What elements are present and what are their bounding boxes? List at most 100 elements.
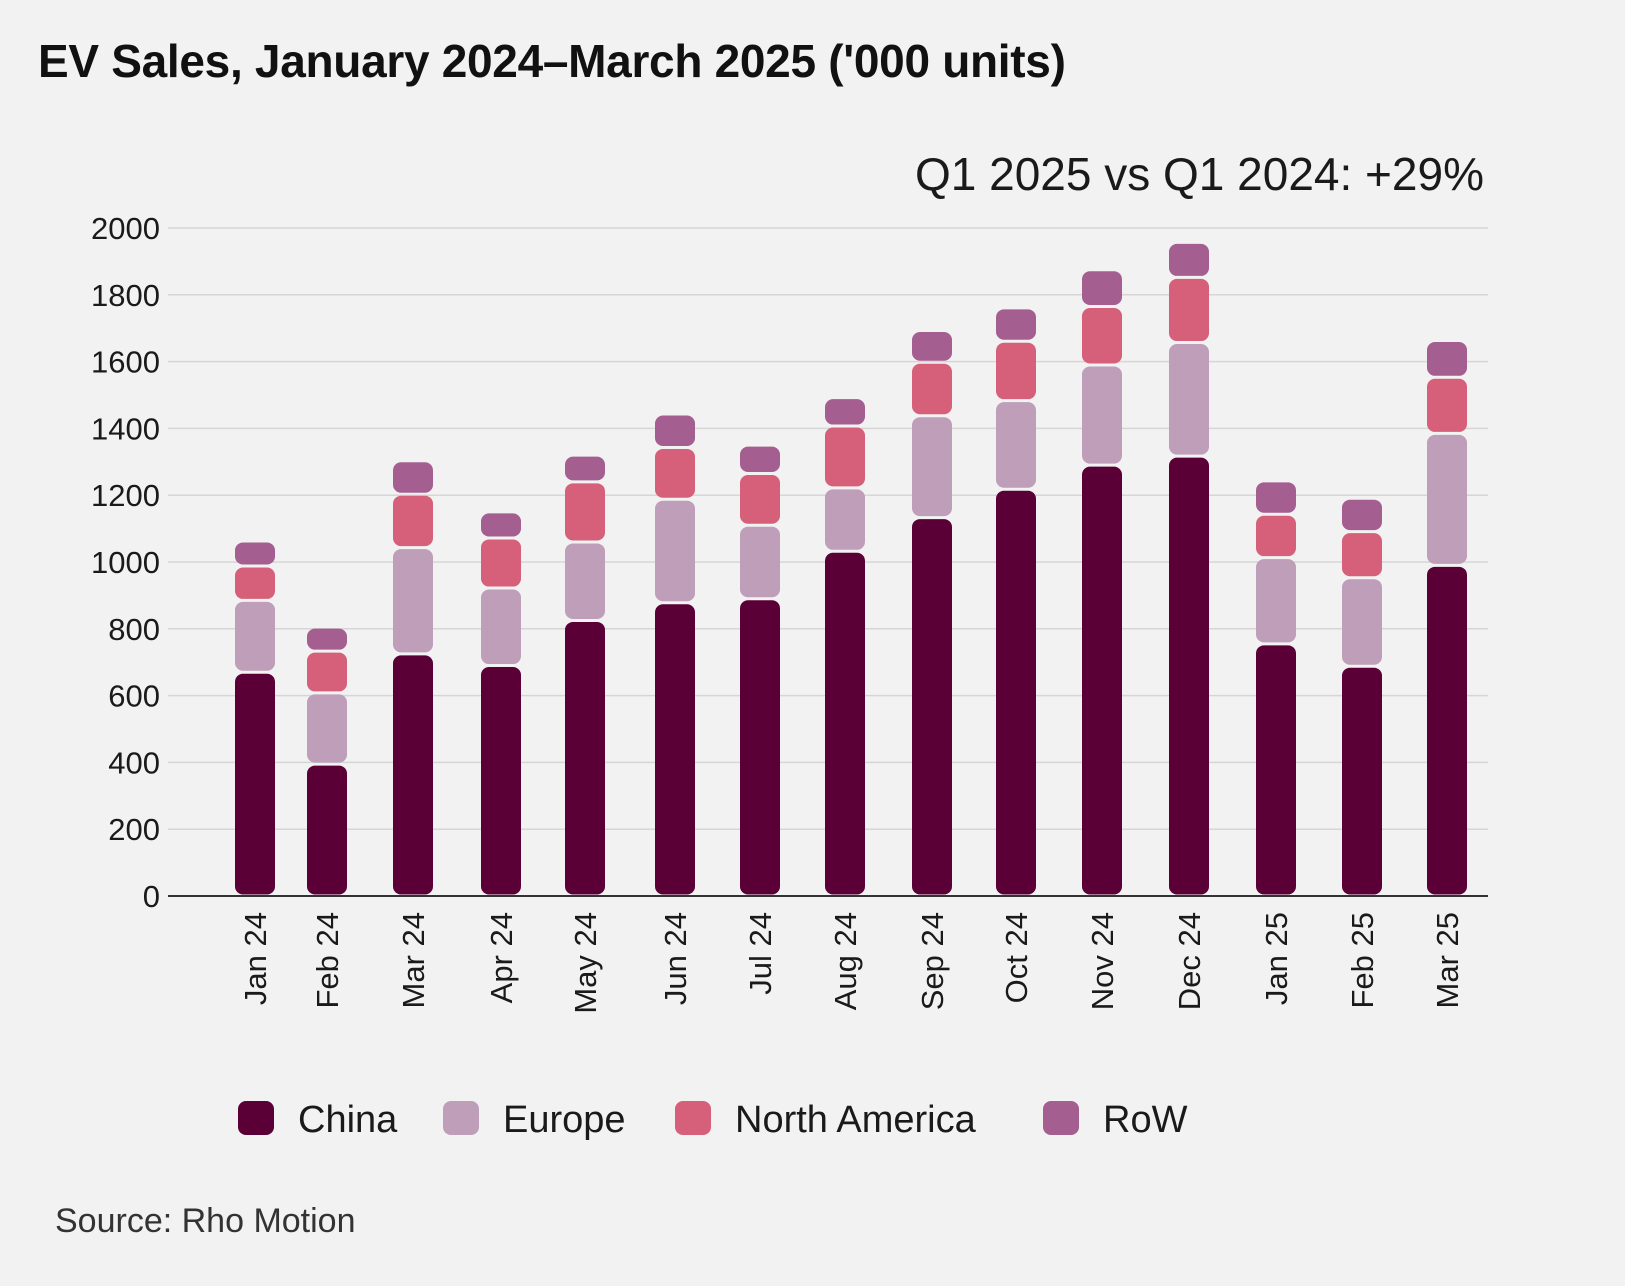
bar-segment-china: [740, 600, 780, 895]
bar-segment-europe: [393, 549, 433, 653]
x-tick-label: Nov 24: [1085, 912, 1120, 1010]
bar-segment-row: [565, 456, 605, 481]
x-tick-label: Feb 25: [1345, 912, 1380, 1009]
bar-segment-north-america: [825, 427, 865, 487]
legend-item-north-america: North America: [675, 1099, 977, 1141]
legend: China Europe North America RoW: [238, 1099, 1188, 1141]
bar-segment-row: [1169, 243, 1209, 276]
y-tick-label: 1600: [91, 345, 160, 380]
x-tick-label: Oct 24: [999, 912, 1034, 1003]
bar-segment-china: [393, 655, 433, 895]
x-tick-label: Mar 24: [396, 912, 431, 1008]
y-tick-label: 1000: [91, 545, 160, 580]
bar-segment-north-america: [1342, 533, 1382, 577]
bar-segment-row: [1342, 499, 1382, 531]
chart-title: EV Sales, January 2024–March 2025 ('000 …: [38, 35, 1066, 87]
y-tick-label: 1400: [91, 411, 160, 446]
bar-segment-row: [996, 309, 1036, 340]
bar-segment-north-america: [307, 652, 347, 692]
x-tick-label: Aug 24: [828, 912, 863, 1010]
bar-segment-row: [1256, 482, 1296, 513]
bar-segment-europe: [1082, 366, 1122, 464]
bar-segment-north-america: [481, 539, 521, 587]
bar-segment-row: [481, 513, 521, 537]
bar-segment-china: [1256, 645, 1296, 895]
legend-label: North America: [735, 1099, 977, 1141]
y-tick-label: 800: [108, 612, 160, 647]
bars: [235, 243, 1467, 895]
bar-segment-row: [825, 399, 865, 425]
bar-segment-north-america: [655, 448, 695, 498]
bar-segment-europe: [235, 601, 275, 671]
bar-segment-china: [996, 490, 1036, 895]
source-note: Source: Rho Motion: [55, 1202, 356, 1240]
bar-segment-north-america: [1256, 515, 1296, 557]
bar-segment-row: [1427, 342, 1467, 376]
bar-segment-north-america: [1082, 307, 1122, 364]
y-tick-label: 2000: [91, 211, 160, 246]
legend-swatch: [238, 1101, 274, 1135]
bar-segment-europe: [1169, 344, 1209, 455]
bar-segment-row: [740, 446, 780, 472]
bar-segment-europe: [740, 526, 780, 598]
bar-segment-row: [235, 542, 275, 565]
x-tick-label: Jan 25: [1259, 912, 1294, 1005]
bar-segment-europe: [1427, 434, 1467, 564]
legend-item-row: RoW: [1043, 1099, 1188, 1141]
bar-segment-north-america: [996, 342, 1036, 400]
bar-segment-europe: [307, 694, 347, 763]
bar-segment-north-america: [912, 363, 952, 415]
x-tick-label: Jan 24: [238, 912, 273, 1005]
legend-swatch: [443, 1101, 479, 1135]
legend-label: China: [298, 1099, 398, 1141]
bar-segment-row: [1082, 271, 1122, 305]
bar-segment-europe: [1342, 579, 1382, 665]
x-tick-label: Dec 24: [1172, 912, 1207, 1010]
legend-swatch: [675, 1101, 711, 1135]
y-tick-label: 400: [108, 745, 160, 780]
y-axis-ticks: 0 200 400 600 800 1000 1200 1400 1600 1800 2000: [91, 211, 160, 914]
bar-segment-china: [912, 519, 952, 895]
bar-segment-china: [1427, 566, 1467, 895]
legend-item-china: China: [238, 1099, 398, 1141]
bar-segment-north-america: [1427, 378, 1467, 432]
bar-segment-europe: [565, 543, 605, 619]
bar-segment-china: [825, 552, 865, 895]
bar-segment-china: [1169, 457, 1209, 895]
legend-swatch: [1043, 1101, 1079, 1135]
x-tick-label: Sep 24: [915, 912, 950, 1010]
y-tick-label: 200: [108, 812, 160, 847]
x-axis-ticks: Jan 24 Feb 24 Mar 24 Apr 24 May 24 Jun 24 Jul …: [238, 912, 1465, 1014]
legend-label: RoW: [1103, 1099, 1188, 1141]
bar-segment-north-america: [393, 495, 433, 547]
bar-segment-china: [307, 765, 347, 895]
x-tick-label: Jul 24: [743, 912, 778, 995]
x-tick-label: Apr 24: [484, 912, 519, 1003]
bar-segment-north-america: [1169, 278, 1209, 342]
bar-segment-china: [655, 604, 695, 895]
bar-segment-china: [1082, 466, 1122, 895]
bar-segment-china: [565, 621, 605, 895]
bar-segment-row: [307, 628, 347, 650]
bar-segment-china: [235, 673, 275, 895]
y-tick-label: 0: [143, 879, 160, 914]
bar-segment-europe: [655, 500, 695, 602]
bar-segment-europe: [481, 589, 521, 665]
bar-segment-europe: [825, 489, 865, 550]
y-tick-label: 600: [108, 679, 160, 714]
bar-segment-china: [1342, 667, 1382, 895]
legend-item-europe: Europe: [443, 1099, 626, 1141]
bar-segment-europe: [1256, 559, 1296, 643]
bar-segment-europe: [996, 402, 1036, 488]
bar-segment-row: [655, 415, 695, 446]
bar-segment-north-america: [235, 567, 275, 599]
y-tick-label: 1200: [91, 478, 160, 513]
bar-segment-china: [481, 667, 521, 895]
bar-segment-europe: [912, 417, 952, 517]
bar-segment-north-america: [740, 474, 780, 524]
x-tick-label: Feb 24: [310, 912, 345, 1009]
bar-segment-north-america: [565, 483, 605, 541]
x-tick-label: May 24: [568, 912, 603, 1014]
legend-label: Europe: [503, 1099, 626, 1141]
